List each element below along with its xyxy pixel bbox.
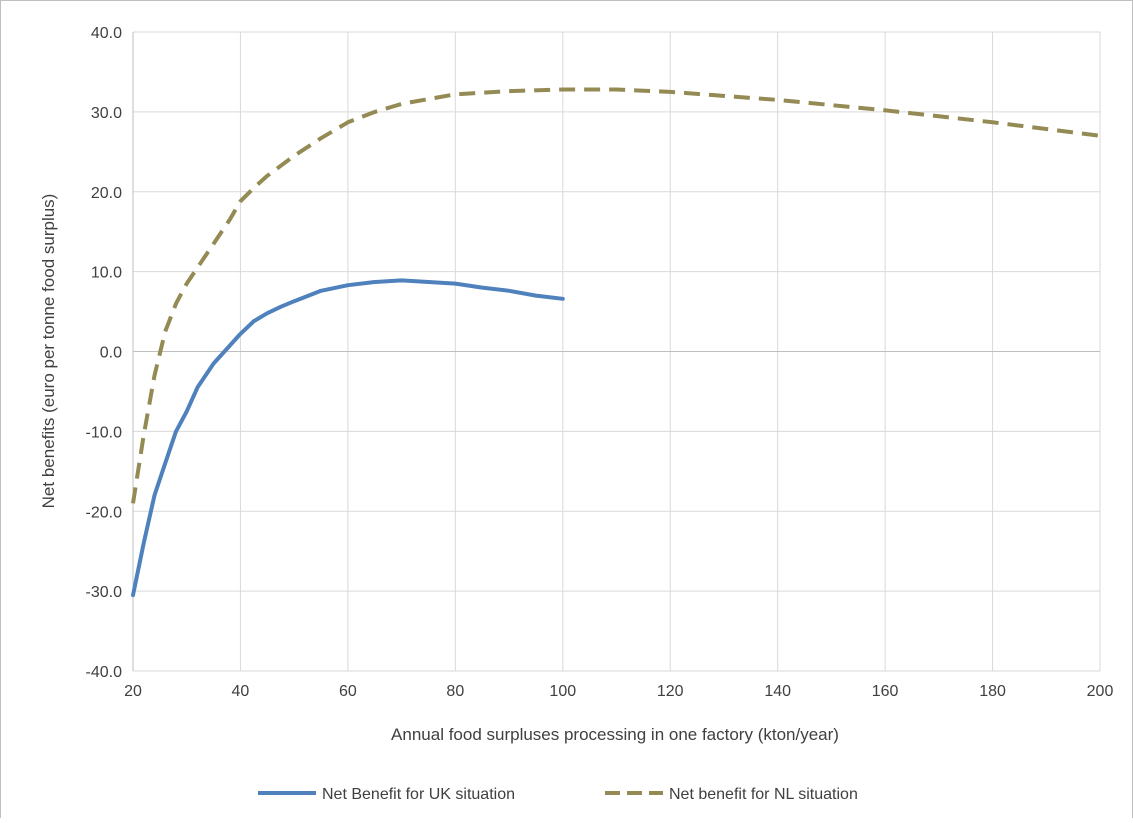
series-lines [131,87,1101,598]
y-tick-label: 30.0 [91,105,122,122]
x-tick-label: 100 [549,683,576,700]
x-axis-title: Annual food surpluses processing in one … [391,725,839,744]
x-tick-label: 200 [1087,683,1114,700]
y-tick-label: 40.0 [91,25,122,42]
y-tick-label: 0.0 [100,345,122,362]
series-line-2 [131,87,1101,504]
legend-label: Net benefit for NL situation [669,786,858,803]
x-tick-label: 180 [979,683,1006,700]
x-tick-label: 60 [339,683,357,700]
y-tick-label: -40.0 [86,664,123,681]
x-tick-label: 160 [872,683,899,700]
y-tick-label: -20.0 [86,504,123,521]
axes [132,32,1100,671]
y-tick-label: 10.0 [91,265,122,282]
x-tick-label: 80 [446,683,464,700]
legend: Net Benefit for UK situation Net benefit … [258,786,858,803]
x-tick-label: 40 [232,683,250,700]
y-axis-title: Net benefits (euro per tonne food surplu… [39,194,58,509]
y-tick-label: 20.0 [91,185,122,202]
x-tick-label: 140 [764,683,791,700]
tick-labels: -40.0 -30.0 -20.0 -10.0 0.0 10.0 20.0 30.0 40.0 2… [86,25,1114,700]
y-tick-label: -30.0 [86,584,123,601]
series-line-1 [131,278,565,598]
x-tick-label: 120 [657,683,684,700]
y-tick-label: -10.0 [86,424,123,441]
x-tick-label: 20 [124,683,142,700]
legend-label: Net Benefit for UK situation [322,786,515,803]
